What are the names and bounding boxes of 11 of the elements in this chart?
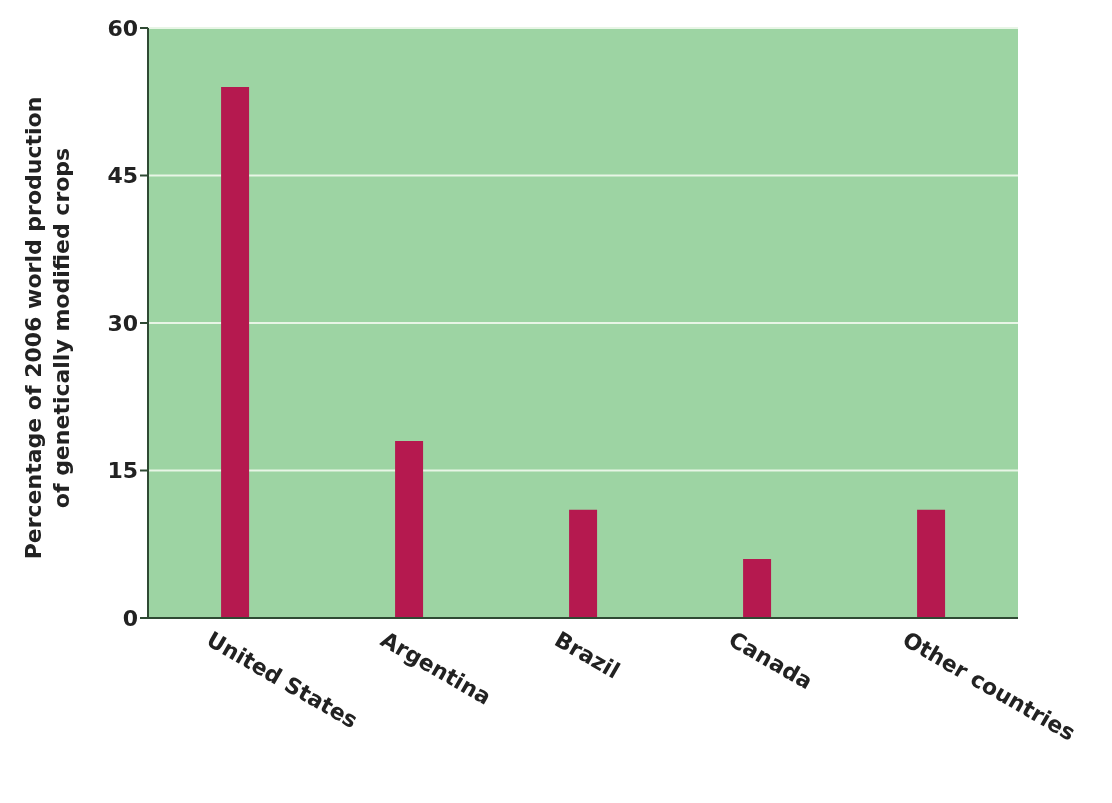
y-tick-label: 0: [122, 605, 138, 631]
y-tick-label: 45: [107, 163, 138, 189]
bar: [221, 87, 250, 618]
bar: [569, 509, 598, 618]
bar: [395, 441, 424, 618]
y-tick-label: 15: [107, 458, 138, 484]
bar: [917, 509, 946, 618]
y-tick-label: 30: [107, 310, 138, 336]
bar: [743, 559, 772, 618]
y-axis-title: Percentage of 2006 world production of genetically modified crops: [20, 96, 75, 560]
y-tick-label: 60: [107, 15, 138, 41]
